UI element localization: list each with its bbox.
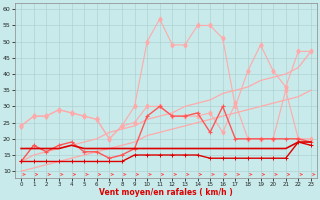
X-axis label: Vent moyen/en rafales ( km/h ): Vent moyen/en rafales ( km/h ) (99, 188, 233, 197)
